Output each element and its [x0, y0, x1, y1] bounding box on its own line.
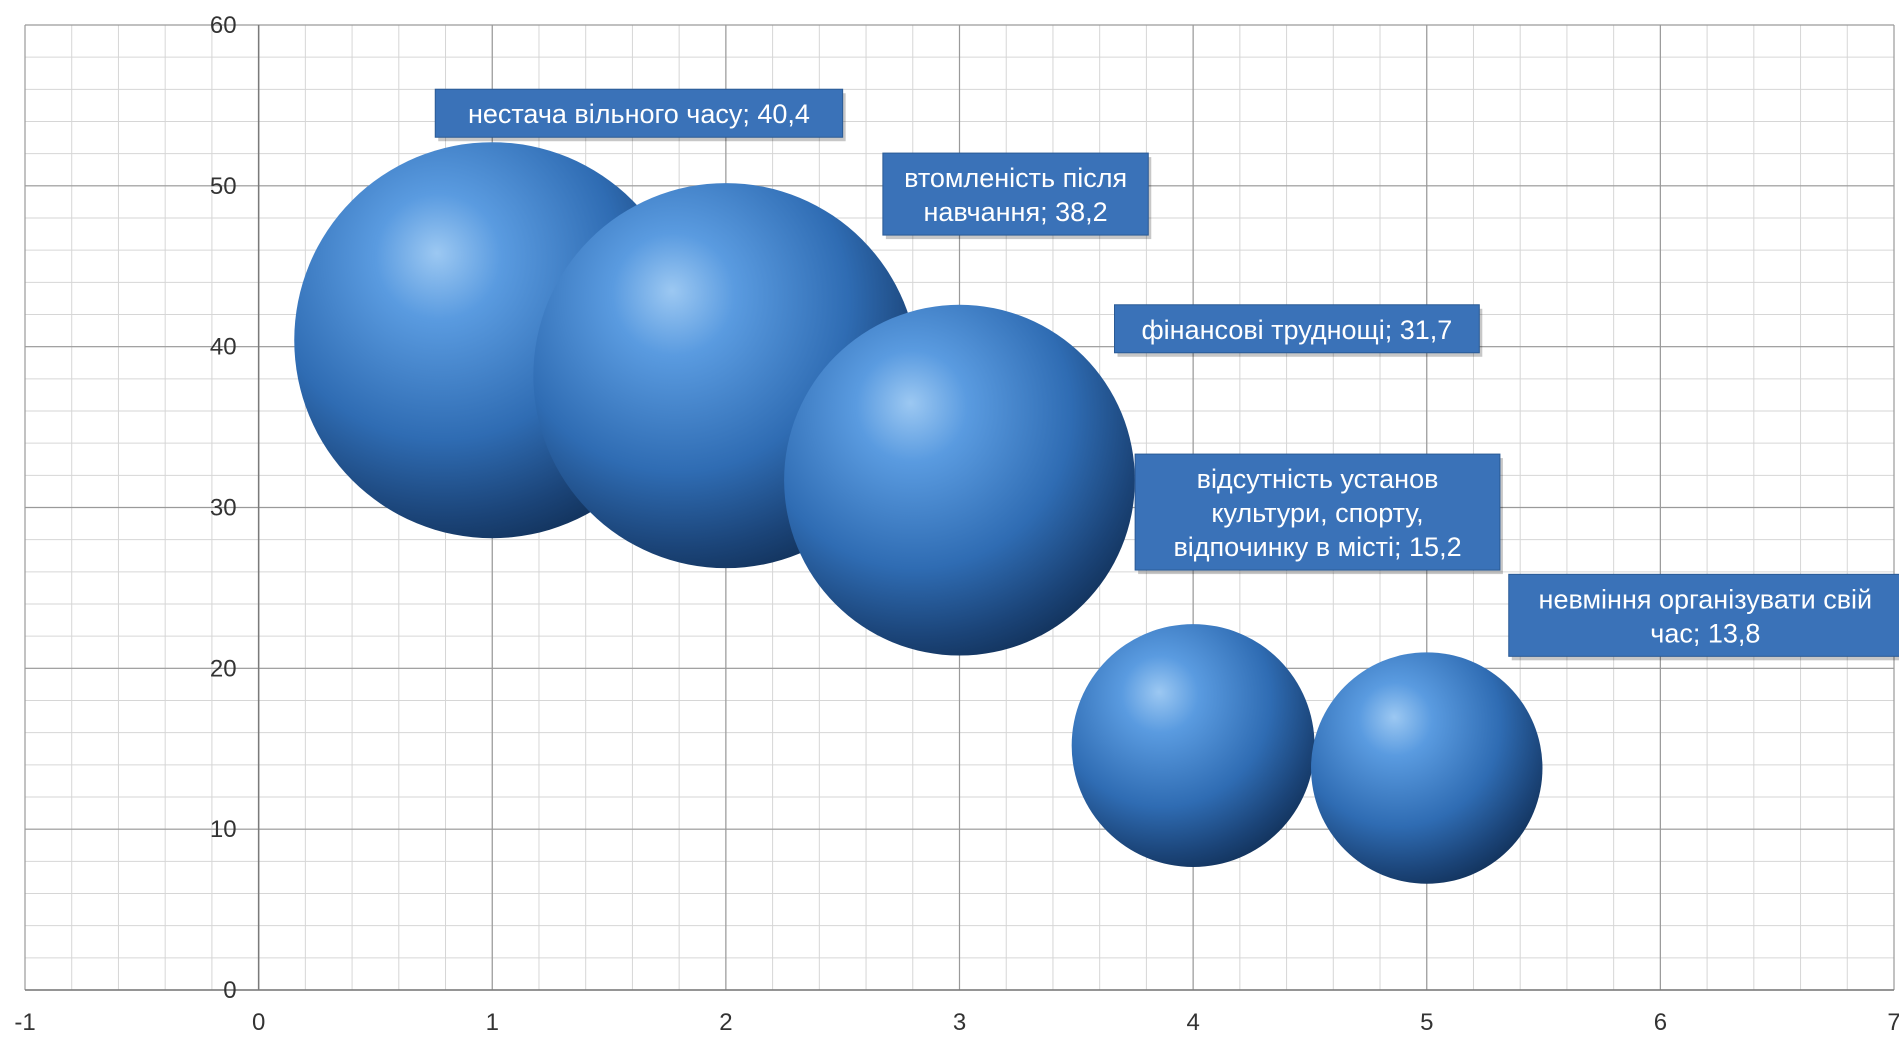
label-text: час; 13,8	[1650, 618, 1760, 648]
x-tick-label: -1	[14, 1009, 35, 1036]
label-box	[1508, 573, 1899, 657]
y-tick-label: 60	[210, 12, 237, 39]
x-tick-label: 6	[1654, 1009, 1667, 1036]
data-label: невміння організувати свій час; 13,8	[1508, 573, 1899, 661]
label-box	[1134, 453, 1501, 571]
y-axis-tick-labels: 0 10 20 30 40 50 60	[210, 12, 237, 1004]
y-tick-label: 10	[210, 816, 237, 843]
label-text: культури, спорту,	[1211, 498, 1423, 528]
bubbles	[294, 142, 1543, 884]
data-label: фінансові труднощі; 31,7	[1114, 304, 1483, 357]
label-text: відпочинку в місті; 15,2	[1173, 532, 1461, 562]
y-tick-label: 20	[210, 655, 237, 682]
x-tick-label: 3	[953, 1009, 966, 1036]
bubble	[1071, 624, 1315, 867]
label-box	[882, 152, 1149, 236]
label-box	[434, 88, 844, 138]
label-text: навчання; 38,2	[924, 197, 1108, 227]
data-label: відсутність установ культури, спорту, відп…	[1134, 453, 1503, 575]
x-tick-label: 7	[1887, 1009, 1899, 1036]
label-box	[1114, 304, 1480, 354]
x-tick-label: 1	[486, 1009, 499, 1036]
x-tick-label: 2	[719, 1009, 732, 1036]
label-text: невміння організувати свій	[1539, 584, 1873, 614]
label-text: відсутність установ	[1197, 464, 1439, 494]
x-tick-label: 4	[1186, 1009, 1199, 1036]
x-tick-label: 0	[252, 1009, 265, 1036]
y-tick-label: 30	[210, 495, 237, 522]
data-label: втомленість після навчання; 38,2	[882, 152, 1152, 240]
bubble	[1311, 652, 1543, 884]
data-labels: нестача вільного часу; 40,4 втомленість п…	[434, 88, 1899, 661]
y-tick-label: 50	[210, 173, 237, 200]
y-tick-label: 40	[210, 334, 237, 361]
axes	[25, 25, 1894, 991]
label-text: нестача вільного часу; 40,4	[468, 99, 810, 129]
y-tick-label: 0	[223, 977, 236, 1004]
label-text: фінансові труднощі; 31,7	[1141, 315, 1452, 345]
data-label: нестача вільного часу; 40,4	[434, 88, 846, 142]
bubble	[784, 304, 1135, 656]
label-text: втомленість після	[904, 163, 1127, 193]
x-axis-tick-labels: -1 0 1 2 3 4 5 6 7	[14, 1009, 1899, 1036]
x-tick-label: 5	[1420, 1009, 1433, 1036]
